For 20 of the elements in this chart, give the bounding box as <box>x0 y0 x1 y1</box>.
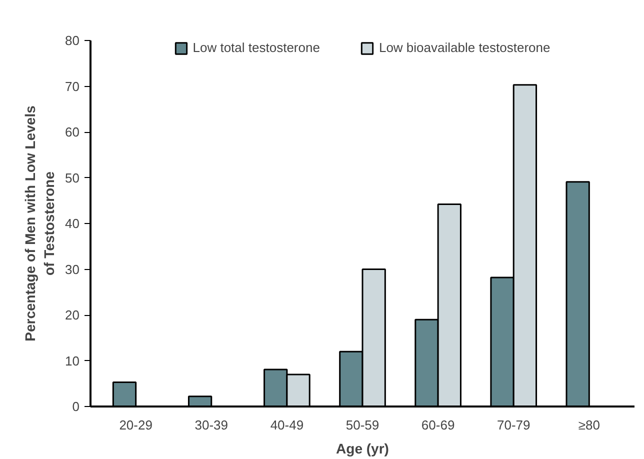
x-tick-label: 50-59 <box>346 418 380 432</box>
y-tick-label: 70 <box>65 78 80 94</box>
y-tick-label: 80 <box>65 33 80 48</box>
x-tick-label: 70-79 <box>496 418 530 432</box>
x-tick-label: ≥80 <box>578 418 600 432</box>
y-tick-label: 10 <box>65 353 80 368</box>
y-tick-label: 30 <box>65 262 80 277</box>
y-tick-label: 0 <box>72 399 80 414</box>
y-tick-label: 60 <box>65 124 80 140</box>
y-tick-label: 20 <box>65 308 80 322</box>
y-tick-label: 50 <box>65 170 80 186</box>
x-tick-label: 20-29 <box>119 418 152 432</box>
x-tick-label: 30-39 <box>194 418 228 432</box>
y-tick-label: 40 <box>65 216 80 231</box>
y-axis-title: Percentage of Men with Low Levels of Testosterone <box>22 105 58 342</box>
x-tick-label: 40-49 <box>270 418 304 432</box>
x-axis-title: Age (yr) <box>336 440 389 456</box>
legend-label: Low total testosterone <box>192 40 320 55</box>
x-tick-label: 60-69 <box>421 418 455 432</box>
legend-label: Low bioavailable testosterone <box>378 40 550 55</box>
